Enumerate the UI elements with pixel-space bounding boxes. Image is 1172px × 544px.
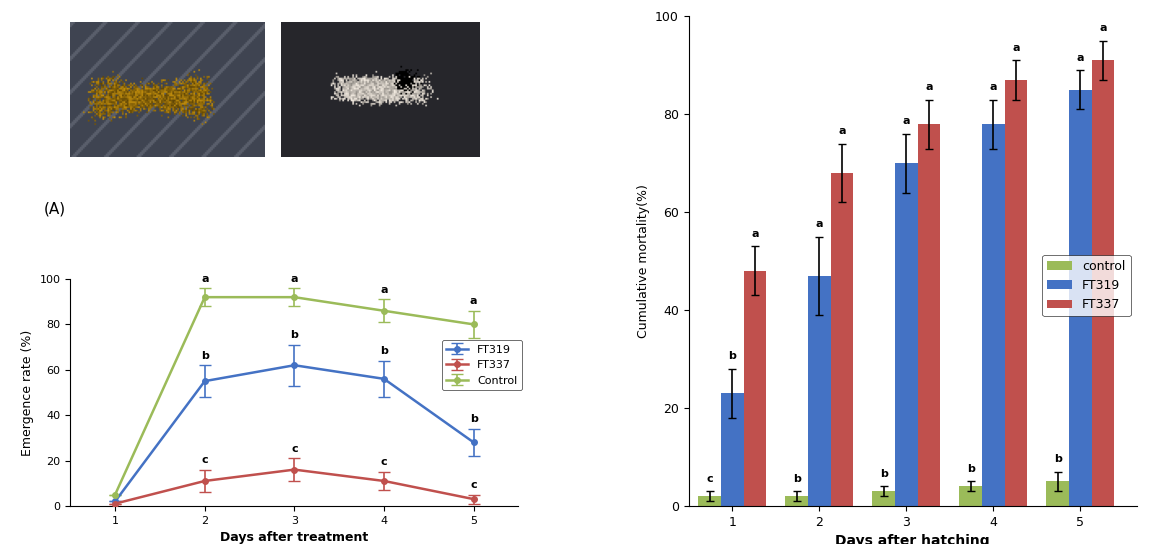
Text: a: a xyxy=(1077,53,1084,63)
Text: a: a xyxy=(925,82,933,92)
Text: a: a xyxy=(202,274,209,283)
Bar xyxy=(982,124,1004,506)
Text: a: a xyxy=(816,219,823,230)
X-axis label: Days after hatching: Days after hatching xyxy=(836,534,990,544)
Text: b: b xyxy=(728,351,736,361)
Text: (A): (A) xyxy=(43,202,66,217)
Text: b: b xyxy=(792,474,800,484)
Text: a: a xyxy=(1013,43,1020,53)
Bar xyxy=(785,496,808,506)
X-axis label: Days after treatment: Days after treatment xyxy=(220,531,368,544)
Text: a: a xyxy=(470,296,477,306)
Text: a: a xyxy=(751,229,758,239)
Legend: control, FT319, FT337: control, FT319, FT337 xyxy=(1042,255,1131,317)
Bar xyxy=(872,491,895,506)
Text: a: a xyxy=(902,116,909,127)
Text: c: c xyxy=(470,480,477,490)
Text: b: b xyxy=(291,330,299,341)
Bar xyxy=(1091,60,1115,506)
Text: a: a xyxy=(380,285,388,295)
Bar xyxy=(721,393,743,506)
Text: b: b xyxy=(880,469,887,479)
Bar xyxy=(960,486,982,506)
Bar xyxy=(1069,90,1091,506)
Text: c: c xyxy=(707,474,713,484)
Bar xyxy=(1004,80,1027,506)
Bar xyxy=(895,163,918,506)
Text: c: c xyxy=(381,458,387,467)
Text: b: b xyxy=(470,414,477,424)
Bar xyxy=(743,271,766,506)
Bar xyxy=(699,496,721,506)
Bar xyxy=(918,124,940,506)
Y-axis label: Cumulative mortality(%): Cumulative mortality(%) xyxy=(636,184,649,338)
Text: c: c xyxy=(291,444,298,454)
Bar xyxy=(808,276,831,506)
Bar xyxy=(831,173,853,506)
Text: a: a xyxy=(1099,23,1106,34)
Text: a: a xyxy=(291,274,298,283)
Text: b: b xyxy=(967,464,975,474)
Text: a: a xyxy=(838,126,846,137)
Text: c: c xyxy=(202,455,209,465)
Text: FT319: FT319 xyxy=(107,160,149,174)
Text: b: b xyxy=(380,346,388,356)
Text: a: a xyxy=(989,82,997,92)
Legend: FT319, FT337, Control: FT319, FT337, Control xyxy=(442,340,522,390)
Text: b: b xyxy=(1054,454,1062,464)
Text: b: b xyxy=(200,351,209,361)
Bar xyxy=(1047,481,1069,506)
Y-axis label: Emergence rate (%): Emergence rate (%) xyxy=(21,329,34,455)
Text: FT337: FT337 xyxy=(331,160,374,174)
